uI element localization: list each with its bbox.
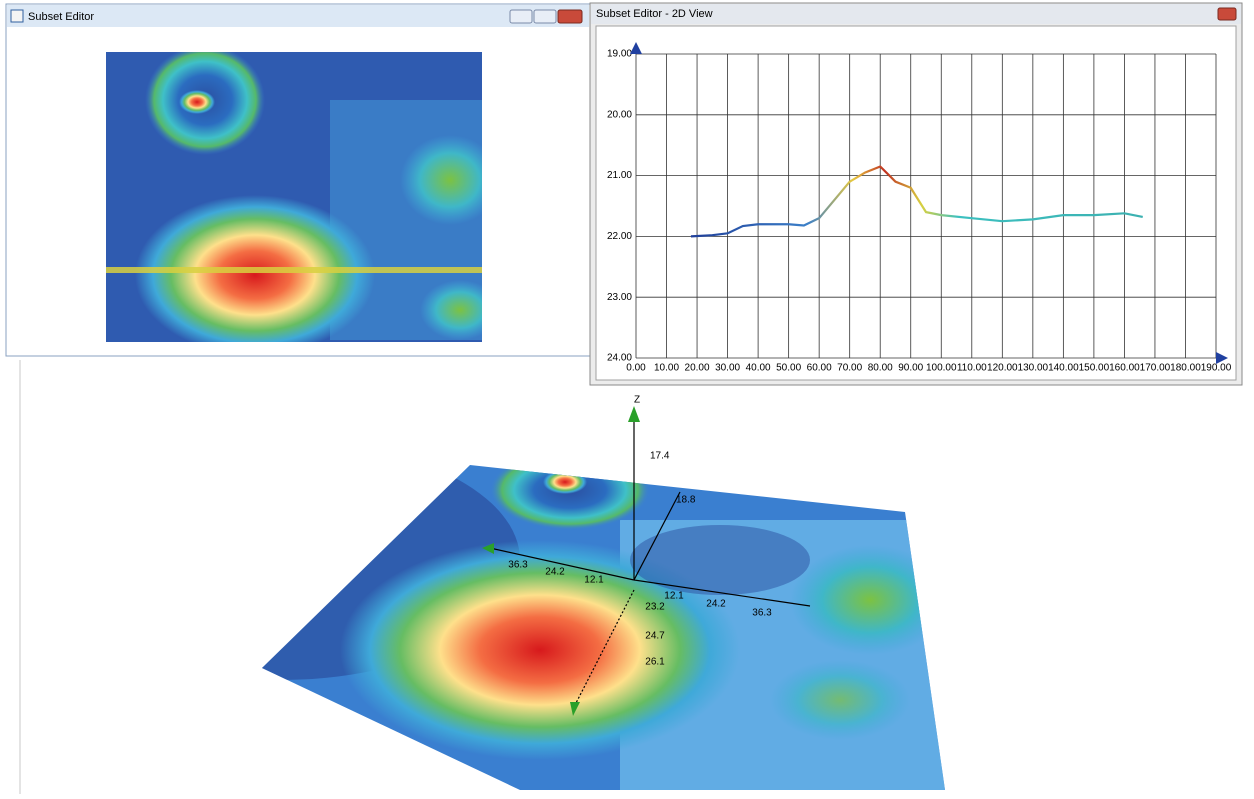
y-tick-label: 23.00 <box>607 292 632 303</box>
axis-label: 23.2 <box>645 602 665 613</box>
window-title: Subset Editor <box>28 11 94 23</box>
terrain <box>40 440 980 794</box>
x-tick-label: 120.00 <box>987 363 1018 374</box>
z-axis-title: Z <box>634 395 640 406</box>
x-tick-label: 50.00 <box>776 363 801 374</box>
x-tick-label: 140.00 <box>1048 363 1079 374</box>
x-tick-label: 150.00 <box>1079 363 1110 374</box>
chart-area <box>596 26 1236 380</box>
subset-editor-window: Subset Editor <box>6 4 590 356</box>
x-tick-label: 10.00 <box>654 363 679 374</box>
x-tick-label: 40.00 <box>746 363 771 374</box>
x-tick-label: 190.00 <box>1201 363 1232 374</box>
window-title: Subset Editor - 2D View <box>596 8 713 20</box>
y-tick-label: 20.00 <box>607 109 632 120</box>
view-3d: Z 17.4 18.8 36.3 24.2 12.1 12.1 24.2 36.… <box>20 360 980 794</box>
z-arrow <box>628 406 640 422</box>
y-tick-label: 21.00 <box>607 170 632 181</box>
window-icon <box>11 10 23 22</box>
x-tick-label: 90.00 <box>898 363 923 374</box>
x-tick-label: 130.00 <box>1018 363 1049 374</box>
view-2d-window: Subset Editor - 2D View 19.00 20.00 21.00 2… <box>590 3 1242 385</box>
axis-label: 36.3 <box>752 608 772 619</box>
x-tick-label: 170.00 <box>1140 363 1171 374</box>
profile-line <box>106 267 482 273</box>
z-label: 17.4 <box>650 451 670 462</box>
x-tick-label: 160.00 <box>1109 363 1140 374</box>
x-tick-label: 100.00 <box>926 363 957 374</box>
axis-label: 12.1 <box>664 591 684 602</box>
axis-label: 24.7 <box>645 631 665 642</box>
screen: Z 17.4 18.8 36.3 24.2 12.1 12.1 24.2 36.… <box>0 0 1254 794</box>
x-tick-label: 30.00 <box>715 363 740 374</box>
axis-label: 24.2 <box>545 567 565 578</box>
x-tick-label: 0.00 <box>626 363 646 374</box>
axis-label: 24.2 <box>706 599 726 610</box>
x-tick-label: 20.00 <box>685 363 710 374</box>
x-tick-label: 80.00 <box>868 363 893 374</box>
minimize-button[interactable] <box>510 10 532 23</box>
page: {"windows": {"subset_editor": {"title": … <box>0 0 1254 794</box>
axis-label: 26.1 <box>645 657 665 668</box>
close-button[interactable] <box>1218 8 1236 20</box>
y-tick-label: 19.00 <box>607 49 632 60</box>
close-button[interactable] <box>558 10 582 23</box>
x-tick-label: 70.00 <box>837 363 862 374</box>
y-tick-label: 22.00 <box>607 231 632 242</box>
map-image <box>106 45 500 355</box>
x-tick-label: 60.00 <box>807 363 832 374</box>
x-tick-label: 180.00 <box>1170 363 1201 374</box>
z-label: 18.8 <box>676 495 696 506</box>
x-tick-label: 110.00 <box>957 363 987 374</box>
maximize-button[interactable] <box>534 10 556 23</box>
axis-label: 36.3 <box>508 560 528 571</box>
axis-label: 12.1 <box>584 575 604 586</box>
title-bar <box>7 5 589 27</box>
